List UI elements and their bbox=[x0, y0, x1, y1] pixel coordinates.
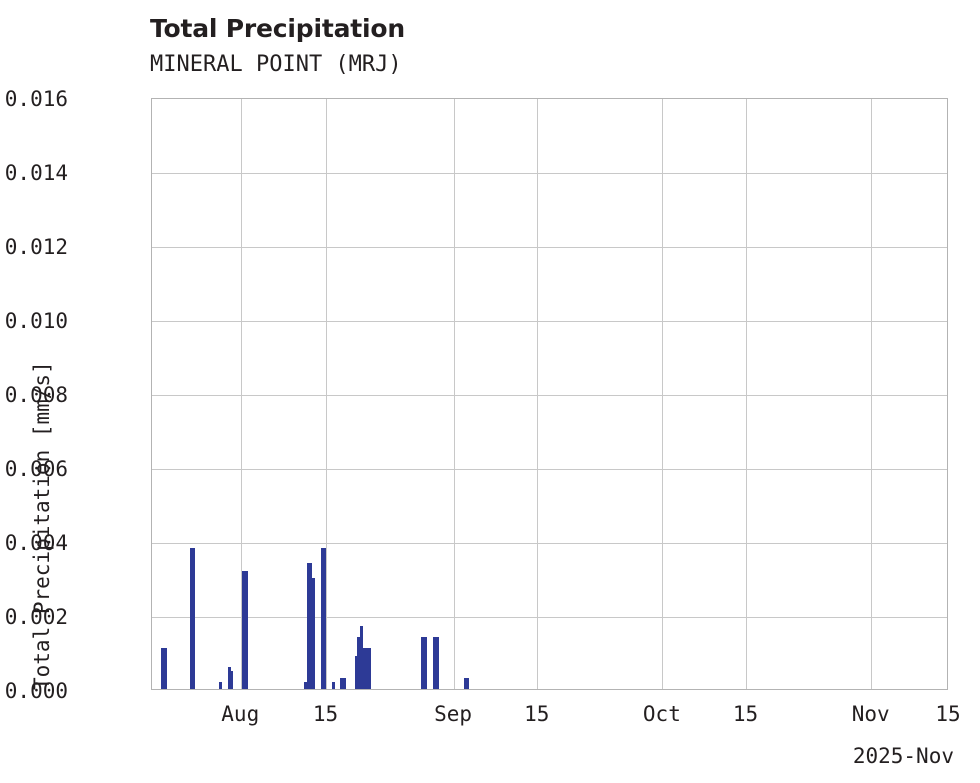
x-tick-label: 15 bbox=[312, 702, 339, 726]
bars-layer bbox=[152, 99, 947, 689]
bar bbox=[230, 670, 234, 689]
gridline-vertical bbox=[453, 99, 455, 689]
bar bbox=[354, 655, 358, 689]
bar bbox=[368, 648, 372, 689]
bar bbox=[466, 677, 470, 689]
bar bbox=[312, 578, 316, 689]
x-tick-label: Aug bbox=[221, 702, 260, 726]
bar bbox=[191, 548, 195, 689]
gridline-vertical bbox=[240, 99, 242, 689]
bar bbox=[227, 666, 231, 689]
gridline-vertical bbox=[326, 99, 328, 689]
gridline-horizontal bbox=[152, 320, 947, 322]
bar bbox=[164, 648, 168, 689]
bar bbox=[244, 570, 248, 689]
x-tick-label: Nov bbox=[851, 702, 890, 726]
bar bbox=[332, 681, 336, 689]
x-tick-label: Sep bbox=[434, 702, 473, 726]
bar bbox=[219, 681, 223, 689]
y-tick-label: 0.012 bbox=[4, 235, 68, 259]
bar bbox=[321, 548, 325, 689]
y-tick-label: 0.006 bbox=[4, 457, 68, 481]
gridline-horizontal bbox=[152, 394, 947, 396]
bar bbox=[340, 677, 344, 689]
bar bbox=[421, 637, 425, 689]
gridline-horizontal bbox=[152, 468, 947, 470]
x-tick-label: 15 bbox=[935, 702, 961, 726]
gridline-vertical bbox=[537, 99, 539, 689]
bar bbox=[356, 637, 360, 689]
bar bbox=[463, 677, 467, 689]
x-tick-label: 15 bbox=[732, 702, 759, 726]
bar bbox=[433, 637, 437, 689]
y-tick-label: 0.014 bbox=[4, 161, 68, 185]
bar bbox=[435, 637, 439, 689]
gridline-horizontal bbox=[152, 172, 947, 174]
bar bbox=[423, 637, 427, 689]
x-tick-label: 15 bbox=[524, 702, 550, 726]
bar bbox=[242, 570, 246, 689]
y-tick-label: 0.000 bbox=[4, 679, 68, 703]
bar bbox=[360, 626, 364, 689]
y-tick-label: 0.008 bbox=[4, 383, 68, 407]
bar bbox=[306, 563, 310, 689]
gridline-vertical bbox=[746, 99, 748, 689]
gridline-horizontal bbox=[152, 542, 947, 544]
bar bbox=[309, 563, 313, 689]
x-axis-label: 2025-Nov bbox=[852, 744, 954, 768]
gridline-vertical bbox=[871, 99, 873, 689]
y-tick-label: 0.016 bbox=[4, 87, 68, 111]
bar bbox=[189, 548, 193, 689]
y-tick-label: 0.004 bbox=[4, 531, 68, 555]
plot-area bbox=[151, 98, 948, 690]
bar bbox=[365, 648, 369, 689]
gridline-horizontal bbox=[152, 616, 947, 618]
y-tick-label: 0.002 bbox=[4, 605, 68, 629]
bar bbox=[303, 681, 307, 689]
bar bbox=[160, 648, 164, 689]
gridline-horizontal bbox=[152, 246, 947, 248]
x-tick-label: Oct bbox=[642, 702, 681, 726]
y-tick-label: 0.010 bbox=[4, 309, 68, 333]
gridline-vertical bbox=[662, 99, 664, 689]
bar bbox=[323, 548, 327, 689]
bar bbox=[342, 677, 346, 689]
chart-subtitle: MINERAL POINT (MRJ) bbox=[150, 52, 402, 77]
chart-title: Total Precipitation bbox=[150, 14, 405, 43]
bar bbox=[362, 648, 366, 689]
